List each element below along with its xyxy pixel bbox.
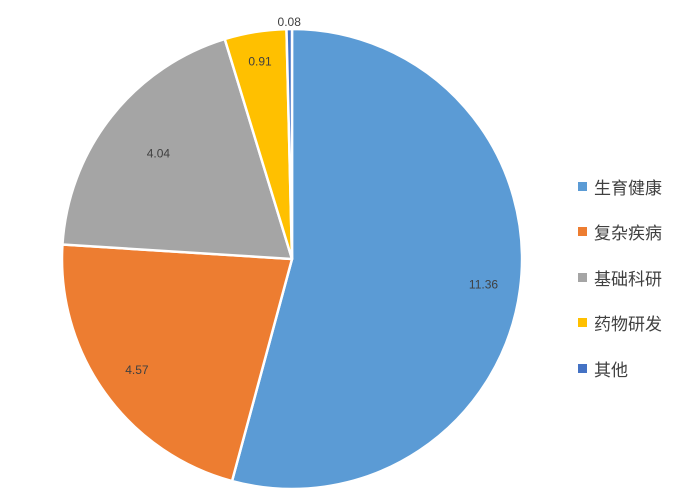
pie-slices [60, 27, 524, 491]
legend-label: 其他 [594, 360, 628, 381]
legend-label: 基础科研 [594, 269, 662, 290]
legend-swatch [578, 363, 587, 373]
pie-slice-5 [285, 27, 294, 261]
legend-label: 生育健康 [594, 178, 662, 199]
data-labels: 11.36 4.57 4.04 0.91 0.08 [125, 15, 498, 377]
legend-item-3: 基础科研 [578, 267, 693, 290]
legend-item-4: 药物研发 [578, 313, 693, 335]
pie-slice-3 [61, 37, 294, 261]
legend-swatch [578, 272, 587, 282]
legend-item-2: 复杂疾病 [578, 222, 693, 244]
legend-swatch [578, 227, 587, 236]
data-label-1: 11.36 [469, 277, 498, 291]
legend: 生育健康复杂疾病基础科研药物研发其他 [578, 176, 693, 404]
legend-item-5: 其他 [578, 358, 693, 381]
legend-label: 复杂疾病 [594, 224, 662, 244]
data-label-3: 4.04 [147, 147, 171, 161]
data-label-4: 0.91 [248, 55, 272, 69]
legend-swatch [578, 318, 587, 327]
legend-item-1: 生育健康 [578, 176, 693, 199]
data-label-5: 0.08 [278, 15, 302, 29]
legend-label: 药物研发 [594, 315, 662, 335]
pie-slice-2 [60, 243, 294, 483]
legend-swatch [578, 181, 587, 191]
pie-slice-1 [230, 27, 524, 491]
data-label-2: 4.57 [125, 363, 149, 377]
